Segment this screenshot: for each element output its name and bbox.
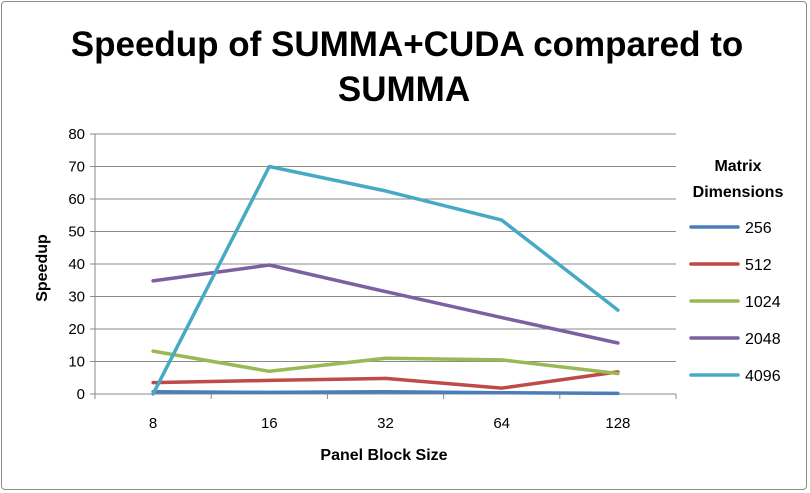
legend-label: 4096 (745, 368, 781, 385)
y-tick-label: 60 (68, 191, 85, 208)
y-tick-labels: 0 10 20 30 40 50 60 70 80 (68, 126, 85, 403)
legend-title-line-1: Matrix (714, 158, 761, 175)
series-line-4096 (151, 164, 620, 396)
legend-title-line-2: Dimensions (693, 184, 784, 201)
y-tick-label: 40 (68, 256, 85, 273)
legend-item-256: 256 (689, 220, 772, 237)
series-line-512 (151, 370, 620, 390)
y-tick-label: 0 (77, 386, 85, 403)
x-tick-labels: 8 16 32 64 128 (149, 415, 630, 432)
legend-label: 256 (745, 220, 772, 237)
series-line-1024 (151, 349, 620, 376)
y-tick-label: 20 (68, 321, 85, 338)
legend-label: 1024 (745, 294, 781, 311)
x-tick-label: 32 (377, 415, 394, 432)
legend-items: 256 512 1024 2048 4096 (689, 220, 781, 385)
chart-title-line-1: Speedup of SUMMA+CUDA compared to (71, 25, 744, 64)
y-tick-label: 80 (68, 126, 85, 143)
legend-label: 2048 (745, 331, 781, 348)
legend-item-2048: 2048 (689, 331, 781, 348)
legend-item-4096: 4096 (689, 368, 781, 385)
x-tick-label: 64 (493, 415, 510, 432)
legend-label: 512 (745, 257, 772, 274)
y-axis-title: Speedup (34, 234, 51, 302)
gridlines (95, 133, 676, 362)
legend: Matrix Dimensions 256 512 1024 2048 4096 (689, 158, 784, 385)
y-tick-label: 10 (68, 354, 85, 371)
y-tick-label: 70 (68, 159, 85, 176)
x-tick-label: 128 (605, 415, 630, 432)
y-tick-label: 30 (68, 289, 85, 306)
series-line-2048 (151, 263, 620, 345)
chart-title-line-2: SUMMA (338, 70, 470, 109)
legend-item-1024: 1024 (689, 294, 781, 311)
x-axis-title: Panel Block Size (320, 447, 447, 464)
x-tick-label: 16 (261, 415, 278, 432)
series-line-256 (151, 389, 620, 396)
legend-item-512: 512 (689, 257, 772, 274)
x-tick-label: 8 (149, 415, 157, 432)
y-tick-label: 50 (68, 224, 85, 241)
series-lines (151, 164, 620, 396)
